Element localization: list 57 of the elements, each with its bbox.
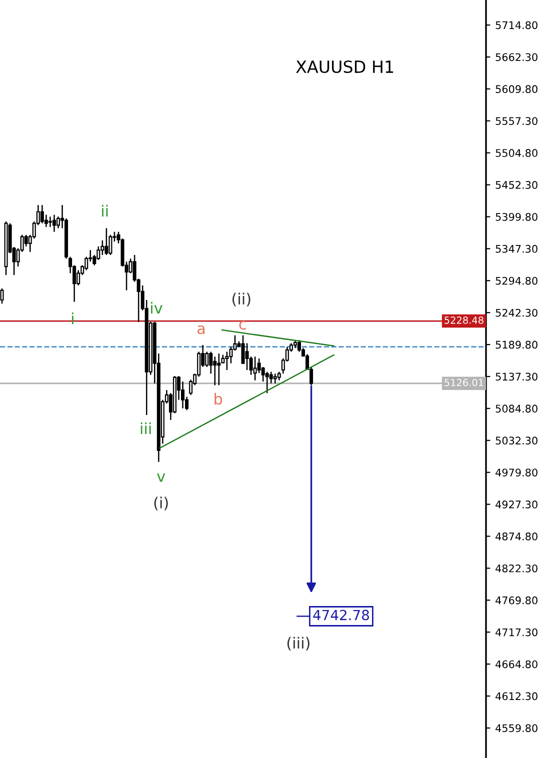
candlestick — [273, 373, 277, 384]
y-tick-label: 4874.80 — [496, 532, 538, 540]
y-tick-label: 5084.80 — [496, 404, 538, 413]
y-tick-label: 4664.80 — [496, 660, 538, 668]
annotation: (iii) — [287, 636, 310, 651]
candlestick — [269, 371, 273, 384]
y-tick-label: 5662.30 — [496, 53, 538, 62]
annotation: a — [197, 325, 205, 334]
annotation: iv — [151, 302, 162, 314]
candlestick — [100, 240, 104, 256]
y-tick-label: 4927.30 — [496, 500, 538, 508]
y-tick-label: 4769.80 — [496, 596, 538, 604]
candlestick — [253, 356, 257, 381]
candlestick — [297, 340, 301, 352]
candlestick — [217, 352, 221, 386]
candlestick — [213, 356, 217, 386]
annotation: i — [72, 312, 74, 324]
y-tick-label: 4979.80 — [496, 468, 538, 476]
y-tick-label: 5399.80 — [496, 212, 538, 221]
y-tick-label: 5347.30 — [496, 244, 538, 253]
y-tick-label: 5294.80 — [496, 276, 538, 285]
annotation: b — [214, 392, 222, 405]
candlestick — [205, 351, 209, 368]
candlestick — [0, 288, 4, 304]
text: XAUUSD H1 — [296, 60, 394, 74]
y-tick-label: 5714.80 — [496, 21, 538, 30]
y-tick-label: 5452.30 — [496, 181, 538, 189]
y-tick-label: 5609.80 — [496, 85, 538, 94]
annotation: ii — [102, 204, 108, 216]
y-tick-label: 4612.30 — [496, 692, 538, 700]
y-tick-label: 5032.30 — [496, 436, 538, 445]
y-tick-label: 4822.30 — [496, 564, 538, 572]
annotation: 4742.78 — [313, 610, 369, 620]
annotation: (ii) — [232, 292, 250, 306]
annotation: c — [239, 320, 246, 330]
annotation: v — [156, 473, 166, 482]
annotation: (i) — [154, 496, 168, 510]
candlestick — [52, 214, 56, 232]
candlestick — [76, 270, 80, 286]
candlestick — [209, 351, 213, 374]
annotation: iii — [140, 422, 151, 434]
y-tick-label: 4559.80 — [496, 724, 538, 732]
y-tick-label: 5557.30 — [496, 117, 538, 125]
candlestick — [245, 342, 249, 371]
candlestick — [225, 351, 229, 371]
ref-line-label: 5126.01 — [444, 378, 484, 386]
candlestick — [48, 216, 52, 228]
y-tick-label: 5504.80 — [496, 149, 538, 157]
candlestick — [104, 228, 108, 256]
y-tick-label: 5137.30 — [496, 372, 538, 381]
y-tick-label: 5242.30 — [496, 308, 538, 317]
y-tick-label: 5189.80 — [496, 340, 538, 349]
y-tick-label: 4717.30 — [496, 628, 538, 636]
ref-line-label: 5228.48 — [444, 316, 484, 324]
candlestick — [40, 204, 44, 224]
candlestick — [265, 371, 269, 394]
candlestick — [24, 234, 28, 248]
